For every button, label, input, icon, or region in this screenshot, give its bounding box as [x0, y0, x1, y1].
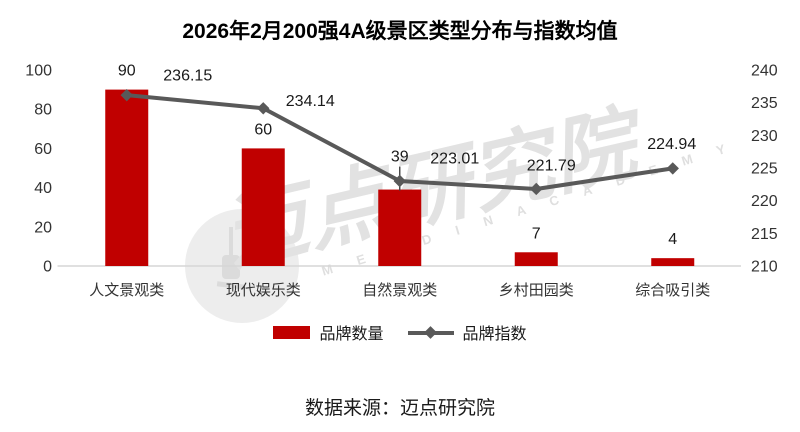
- line-value-label: 234.14: [286, 93, 335, 110]
- line-value-label: 223.01: [430, 151, 479, 168]
- legend-diamond-marker-icon: [423, 325, 437, 339]
- bar: [241, 148, 285, 266]
- y-axis-right-tick-label: 235: [751, 95, 778, 112]
- bar: [651, 258, 695, 266]
- line-marker-diamond-icon: [120, 88, 133, 102]
- chart-title: 2026年2月200强4A级景区类型分布与指数均值: [182, 20, 618, 43]
- bar: [514, 252, 558, 266]
- legend-item-brand-count: 品牌数量: [273, 320, 384, 344]
- bar-value-label: 7: [532, 225, 541, 242]
- line-marker-diamond-icon: [393, 174, 406, 188]
- line-value-label: 221.79: [527, 157, 576, 174]
- legend-bar-swatch-icon: [273, 325, 311, 339]
- line-value-label: 224.94: [647, 136, 696, 153]
- legend-line-label: 品牌指数: [462, 326, 527, 343]
- y-axis-left-tick-label: 80: [34, 102, 52, 119]
- y-axis-left-tick-label: 40: [34, 180, 52, 197]
- line-value-label: 236.15: [163, 68, 212, 85]
- bar: [378, 189, 422, 266]
- chart-legend: 品牌数量 品牌指数: [0, 320, 800, 344]
- y-axis-left-tick-label: 60: [34, 141, 52, 158]
- x-category-label: 人文景观类: [89, 282, 164, 299]
- line-marker-diamond-icon: [666, 162, 679, 175]
- x-category-label: 乡村田园类: [499, 282, 574, 299]
- bar-value-label: 90: [118, 63, 136, 80]
- x-category-label: 自然景观类: [362, 282, 437, 299]
- y-axis-right-tick-label: 220: [751, 193, 778, 210]
- x-category-label: 现代娱乐类: [226, 282, 301, 299]
- legend-item-brand-index: 品牌指数: [407, 320, 527, 344]
- data-source-note: 数据来源：迈点研究院: [304, 398, 495, 419]
- legend-line-swatch-icon: [407, 325, 454, 339]
- bar-value-label: 4: [668, 231, 677, 248]
- bar-value-label: 60: [254, 121, 272, 138]
- line-marker-diamond-icon: [530, 182, 543, 196]
- x-category-label: 综合吸引类: [635, 282, 710, 299]
- y-axis-right-tick-label: 210: [751, 259, 778, 276]
- y-axis-right-tick-label: 225: [751, 161, 778, 178]
- y-axis-right-tick-label: 230: [751, 128, 778, 145]
- y-axis-left-tick-label: 20: [34, 219, 52, 236]
- y-axis-right-tick-label: 215: [751, 226, 778, 243]
- legend-bar-label: 品牌数量: [319, 326, 384, 343]
- y-axis-left-tick-label: 0: [43, 259, 52, 276]
- bar-value-label: 39: [391, 149, 409, 166]
- y-axis-left-tick-label: 100: [25, 63, 52, 80]
- y-axis-right-tick-label: 240: [751, 63, 778, 80]
- bar: [105, 89, 149, 266]
- line-marker-diamond-icon: [257, 102, 270, 115]
